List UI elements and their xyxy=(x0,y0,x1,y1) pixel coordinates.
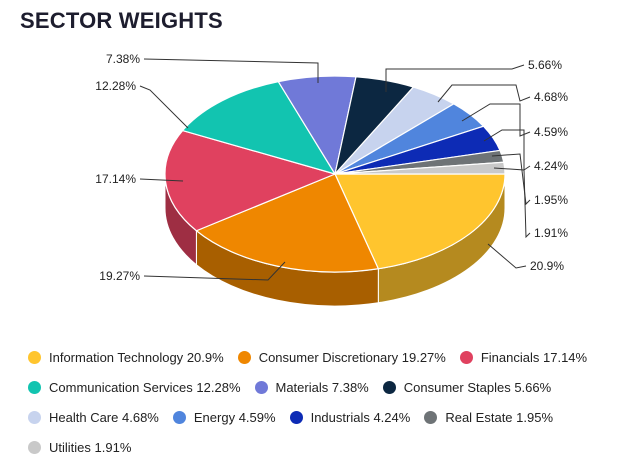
leader-line-consumer-discretionary xyxy=(143,261,286,281)
legend-swatch xyxy=(237,350,251,364)
legend-item-consumer-discretionary[interactable]: Consumer Discretionary 19.27% xyxy=(237,342,446,372)
legend-value: 12.28% xyxy=(196,379,241,395)
legend-swatch xyxy=(382,380,396,394)
legend-label: Financials xyxy=(480,349,540,365)
legend-label: Health Care xyxy=(49,409,119,425)
legend-label: Utilities xyxy=(49,439,91,455)
pie-slice-financials[interactable] xyxy=(164,129,336,232)
legend-item-industrials[interactable]: Industrials 4.24% xyxy=(289,402,411,432)
data-label-industrials: 4.24% xyxy=(534,159,568,173)
legend-item-materials[interactable]: Materials 7.38% xyxy=(254,372,369,402)
legend-swatch xyxy=(28,350,41,364)
data-label-health-care: 4.68% xyxy=(534,90,568,104)
legend-label: Industrials xyxy=(310,409,370,425)
legend-item-utilities[interactable]: Utilities 1.91% xyxy=(28,432,131,462)
legend-item-consumer-staples[interactable]: Consumer Staples 5.66% xyxy=(382,372,552,402)
legend-swatch xyxy=(424,410,438,424)
leader-line-real-estate xyxy=(491,153,531,206)
legend-swatch xyxy=(28,440,41,454)
leader-line-information-technology xyxy=(487,243,527,269)
leader-line-materials xyxy=(143,58,319,83)
legend-value: 1.91% xyxy=(94,439,132,455)
pie-slice-consumer-discretionary[interactable] xyxy=(195,173,379,273)
leader-line-health-care xyxy=(437,84,531,103)
legend-value: 19.27% xyxy=(401,349,446,365)
legend-value: 4.59% xyxy=(238,409,276,425)
legend-swatch xyxy=(289,410,303,424)
leader-line-energy xyxy=(461,103,531,137)
legend-item-health-care[interactable]: Health Care 4.68% xyxy=(28,402,159,432)
leader-line-industrials xyxy=(483,129,531,171)
data-label-information-technology: 20.9% xyxy=(530,259,564,273)
legend-swatch xyxy=(254,380,268,394)
leader-line-financials xyxy=(139,178,184,182)
legend-label: Consumer Discretionary xyxy=(258,349,399,365)
leader-line-utilities xyxy=(493,167,531,239)
legend-swatch xyxy=(28,380,41,394)
data-label-materials: 7.38% xyxy=(106,52,140,66)
legend-swatch xyxy=(172,410,186,424)
legend-value: 7.38% xyxy=(331,379,369,395)
data-label-energy: 4.59% xyxy=(534,125,568,139)
legend-value: 4.24% xyxy=(373,409,411,425)
legend-label: Energy xyxy=(193,409,236,425)
legend-label: Communication Services xyxy=(49,379,193,395)
legend-label: Information Technology xyxy=(49,349,184,365)
legend-item-real-estate[interactable]: Real Estate 1.95% xyxy=(424,402,553,432)
legend-swatch xyxy=(459,350,473,364)
leader-line-consumer-staples xyxy=(385,64,525,92)
data-label-financials: 17.14% xyxy=(95,172,136,186)
pie-chart: 20.9% 19.27% 17.14% 12.28% 7.38% 5.66% 4.68% 4.… xyxy=(95,52,568,307)
legend-value: 17.14% xyxy=(543,349,588,365)
data-label-real-estate: 1.95% xyxy=(534,193,568,207)
data-label-communication-services: 12.28% xyxy=(95,79,136,93)
data-label-consumer-staples: 5.66% xyxy=(528,58,562,72)
leader-line-communication-services xyxy=(139,85,189,129)
legend-value: 4.68% xyxy=(122,409,159,425)
legend-label: Consumer Staples xyxy=(403,379,511,395)
data-label-consumer-discretionary: 19.27% xyxy=(99,269,140,283)
legend-item-financials[interactable]: Financials 17.14% xyxy=(459,342,588,372)
chart-legend: Information Technology 20.9% Consumer Di… xyxy=(28,342,638,462)
legend-row: Health Care 4.68% Energy 4.59% Industria… xyxy=(28,402,638,432)
legend-item-energy[interactable]: Energy 4.59% xyxy=(172,402,276,432)
legend-item-information-technology[interactable]: Information Technology 20.9% xyxy=(28,342,224,372)
legend-value: 20.9% xyxy=(186,349,224,365)
legend-label: Materials xyxy=(275,379,329,395)
legend-row: Utilities 1.91% xyxy=(28,432,638,462)
legend-item-communication-services[interactable]: Communication Services 12.28% xyxy=(28,372,241,402)
legend-row: Communication Services 12.28% Materials … xyxy=(28,372,638,402)
chart-title: SECTOR WEIGHTS xyxy=(20,8,223,33)
legend-label: Real Estate xyxy=(445,409,513,425)
legend-value: 1.95% xyxy=(516,409,554,425)
data-label-utilities: 1.91% xyxy=(534,226,568,240)
pie-slice-utilities[interactable] xyxy=(334,161,506,175)
legend-swatch xyxy=(28,410,41,424)
legend-row: Information Technology 20.9% Consumer Di… xyxy=(28,342,638,372)
legend-value: 5.66% xyxy=(514,379,552,395)
pie-slice-information-technology[interactable] xyxy=(334,173,506,270)
